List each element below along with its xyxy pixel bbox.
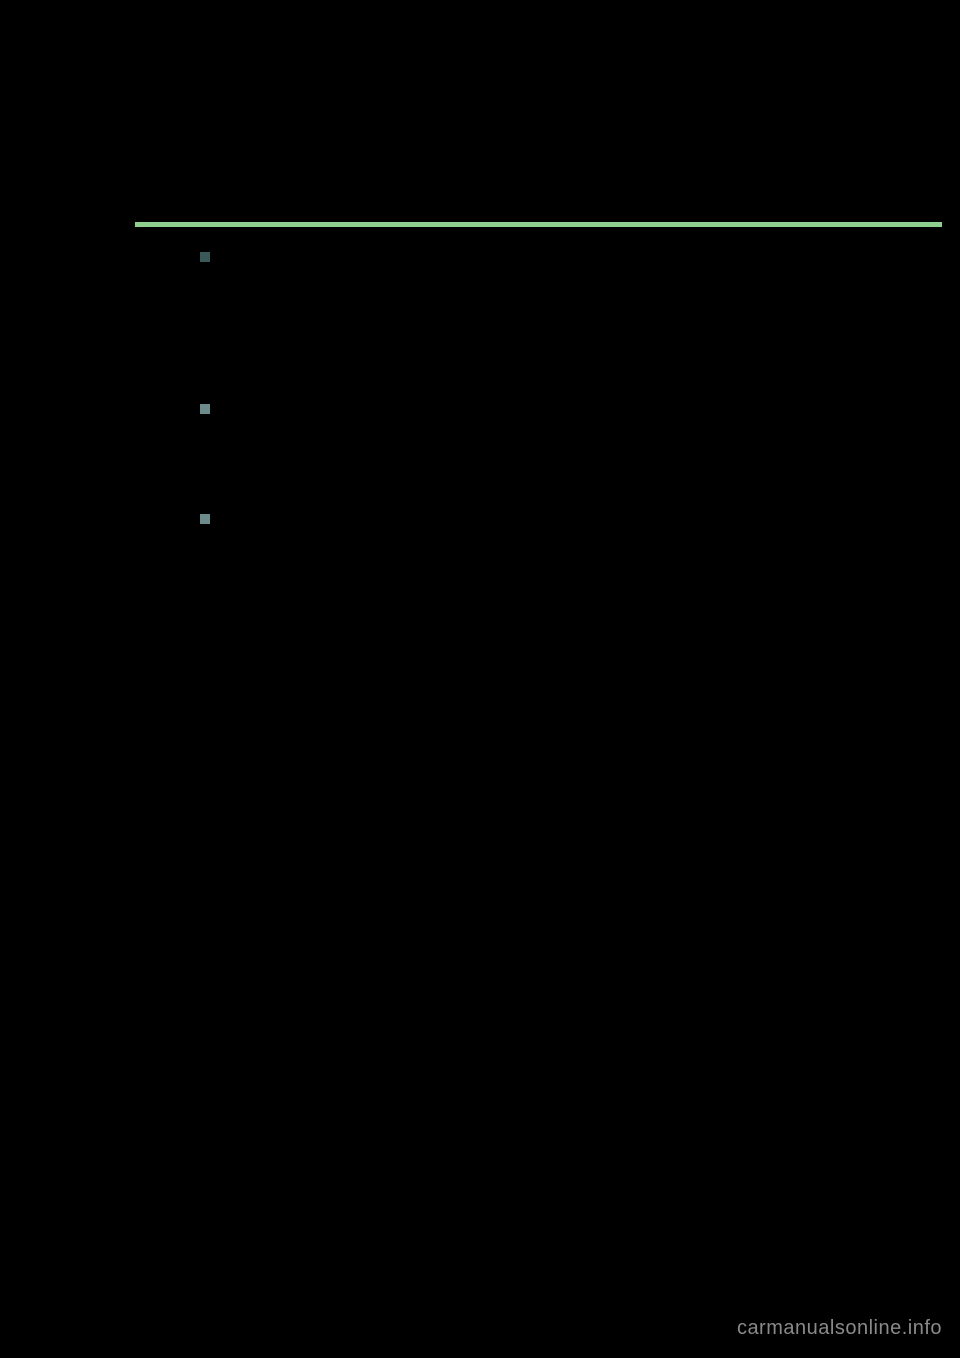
item-body: The slip indicator light and "TRACTION C…	[220, 294, 725, 378]
section-breadcrumb: 4-5. Using the driving support systems	[207, 155, 539, 175]
square-bullet-icon	[200, 514, 210, 524]
page-header: 252 4-5. Using the driving support syste…	[135, 154, 870, 218]
square-bullet-icon	[200, 252, 210, 262]
content-column: When the shift lever is operated while d…	[200, 236, 725, 553]
item-title: Operating conditions for each system	[220, 510, 725, 531]
item-title: Track mode and overheating	[220, 400, 725, 421]
header-divider	[135, 222, 942, 227]
page-number: 252	[135, 154, 168, 176]
watermark-text: carmanualsonline.info	[737, 1317, 942, 1340]
manual-page: 252 4-5. Using the driving support syste…	[0, 0, 960, 1358]
info-item: Track mode and overheating If the engine…	[200, 400, 725, 488]
item-body: If the engine or transmission overheats,…	[220, 425, 725, 488]
info-item: Operating conditions for each system	[200, 510, 725, 531]
square-bullet-icon	[200, 404, 210, 414]
item-title: When the shift lever is operated while d…	[220, 248, 725, 290]
info-item: When the shift lever is operated while d…	[200, 248, 725, 378]
double-rule	[200, 236, 725, 240]
